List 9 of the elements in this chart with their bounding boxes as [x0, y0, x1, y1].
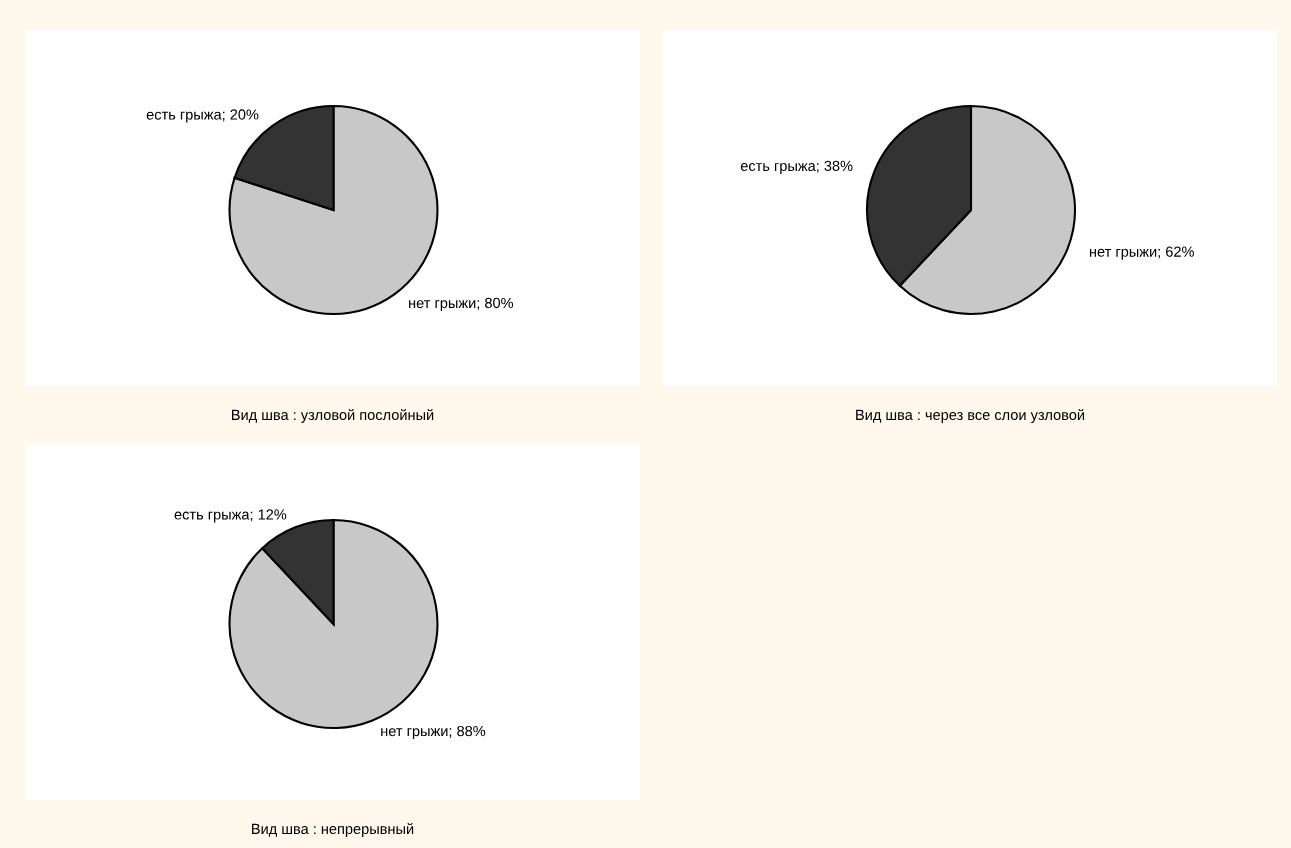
slice-label: есть грыжа; 38% — [740, 160, 853, 174]
text: Вид шва : узловой послойный — [232, 409, 434, 423]
text: Вид шва : непрерывный — [252, 823, 414, 837]
slice-label: нет грыжи; 62% — [1089, 246, 1194, 260]
text: Вид шва : через все слои узловой — [856, 409, 1085, 423]
slice-label: нет грыжи; 88% — [381, 725, 486, 740]
slice-label: нет грыжи; 80% — [409, 297, 514, 312]
slice-label: есть грыжа; 20% — [146, 109, 259, 123]
slice-label: есть грыжа; 12% — [174, 509, 287, 523]
